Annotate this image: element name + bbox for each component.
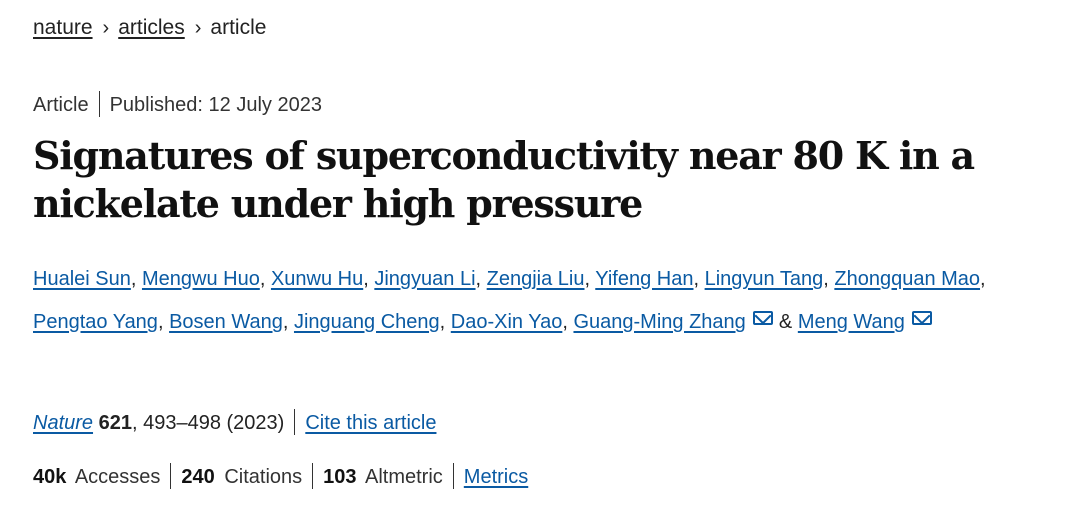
- mail-icon[interactable]: [912, 311, 933, 325]
- author-link[interactable]: Meng Wang: [797, 311, 905, 333]
- altmetric-score: 103: [323, 466, 357, 488]
- journal-volume: 621: [98, 412, 132, 434]
- journal-pages: , 493–498 (2023): [131, 412, 285, 434]
- author-separator: ,: [363, 268, 369, 290]
- author-link[interactable]: Jingyuan Li: [374, 268, 476, 290]
- author-link[interactable]: Lingyun Tang: [704, 268, 824, 290]
- author-separator: ,: [130, 268, 137, 290]
- author-separator: ,: [562, 311, 568, 333]
- author-link[interactable]: Xunwu Hu: [270, 268, 364, 290]
- article-metrics: 40k Accesses 240 Citations 103 Altmetric Me…: [33, 463, 528, 491]
- page-title: Signatures of superconductivity near 80 …: [33, 132, 1053, 228]
- accesses-count: 40k: [33, 466, 67, 488]
- author-link[interactable]: Zhongquan Mao: [834, 268, 981, 290]
- cite-this-article-link[interactable]: Cite this article: [305, 412, 437, 434]
- breadcrumb-separator: ›: [194, 17, 202, 39]
- metrics-link[interactable]: Metrics: [463, 466, 529, 488]
- published-date: Published: 12 July 2023: [109, 94, 322, 116]
- author-separator: ,: [259, 268, 266, 290]
- divider: [98, 91, 100, 118]
- author-list: Hualei Sun, Mengwu Huo, Xunwu Hu, Jingyu…: [33, 258, 1063, 344]
- author-separator: ,: [439, 311, 446, 333]
- author-separator: ,: [584, 268, 591, 290]
- article-type: Article: [33, 94, 89, 116]
- author-link[interactable]: Mengwu Huo: [141, 268, 260, 290]
- altmetric-label: Altmetric: [365, 466, 443, 488]
- author-link[interactable]: Hualei Sun: [33, 268, 131, 290]
- author-separator: ,: [693, 268, 700, 290]
- article-meta: Article Published: 12 July 2023: [33, 91, 322, 118]
- author-separator: ,: [282, 311, 289, 333]
- accesses-label: Accesses: [74, 466, 161, 488]
- title-line-2: nickelate under high pressure: [33, 181, 643, 226]
- citations-label: Citations: [224, 466, 303, 488]
- author-link[interactable]: Jinguang Cheng: [293, 311, 440, 333]
- breadcrumb-nature[interactable]: nature: [33, 16, 93, 39]
- author-link[interactable]: Guang-Ming Zhang: [573, 311, 746, 333]
- breadcrumb: nature › articles › article: [33, 15, 266, 41]
- author-separator: ,: [475, 268, 482, 290]
- author-link[interactable]: Bosen Wang: [169, 311, 283, 333]
- mail-icon[interactable]: [753, 311, 774, 325]
- journal-link[interactable]: Nature: [33, 412, 94, 434]
- author-link[interactable]: Zengjia Liu: [486, 268, 585, 290]
- author-link[interactable]: Pengtao Yang: [33, 311, 158, 333]
- divider: [170, 463, 172, 490]
- divider: [452, 463, 454, 490]
- divider: [312, 463, 314, 490]
- author-link[interactable]: Dao-Xin Yao: [450, 311, 563, 333]
- divider: [294, 409, 296, 436]
- citations-count: 240: [181, 466, 215, 488]
- author-ampersand: &: [778, 311, 793, 333]
- citation-line: Nature 621, 493–498 (2023) Cite this arti…: [33, 409, 436, 437]
- author-link[interactable]: Yifeng Han: [595, 268, 694, 290]
- author-separator: ,: [157, 311, 164, 333]
- title-line-1: Signatures of superconductivity near 80 …: [33, 133, 975, 178]
- author-separator: ,: [980, 268, 986, 290]
- breadcrumb-articles[interactable]: articles: [118, 16, 185, 39]
- breadcrumb-separator: ›: [102, 17, 110, 39]
- breadcrumb-current: article: [210, 16, 267, 39]
- author-separator: ,: [823, 268, 829, 290]
